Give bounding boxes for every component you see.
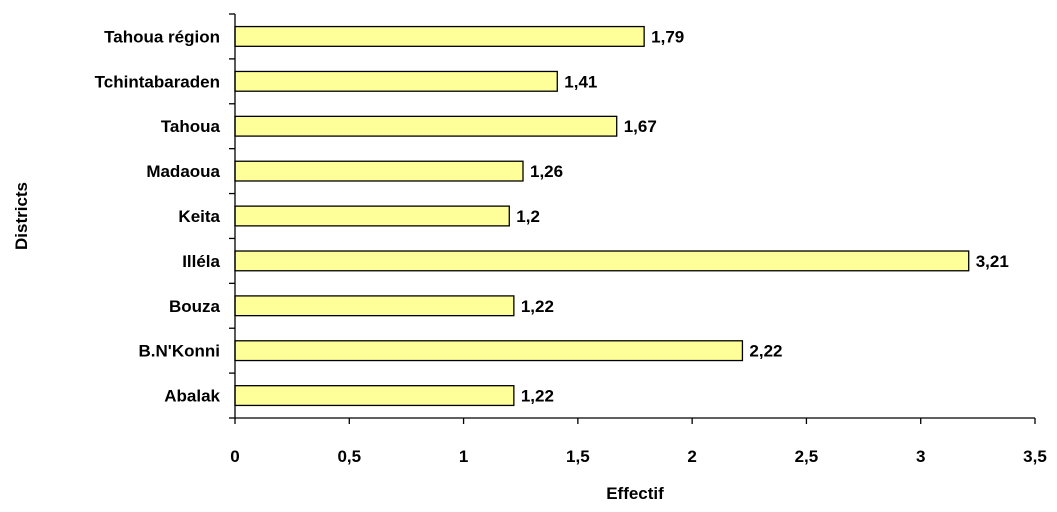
data-label: 1,22 (521, 387, 554, 406)
y-tick-label: Tahoua (161, 117, 221, 136)
y-tick-label: Madaoua (146, 162, 220, 181)
data-label: 1,67 (624, 117, 657, 136)
y-tick-label: Illéla (182, 252, 220, 271)
x-tick-label: 0 (230, 447, 239, 466)
x-tick-label: 1,5 (566, 447, 590, 466)
x-tick-label: 3 (916, 447, 925, 466)
data-label: 1,2 (516, 207, 540, 226)
bar-tahoua (234, 115, 618, 137)
y-tick-label: Abalak (164, 387, 220, 406)
data-label: 1,26 (530, 162, 563, 181)
data-label: 3,21 (976, 252, 1009, 271)
y-axis: Abalak B.N'Konni Bouza Illéla Keita Madaoua Ta… (95, 13, 236, 419)
x-tick-label: 2,5 (795, 447, 819, 466)
x-tick-label: 2 (687, 447, 696, 466)
bar-b-n-konni (234, 340, 744, 362)
y-tick-label: Bouza (169, 297, 221, 316)
bars-group (234, 25, 970, 407)
y-tick-label: Tchintabaraden (95, 72, 220, 91)
y-tick-label: Keita (178, 207, 220, 226)
y-axis-title: Districts (12, 182, 31, 250)
data-label: 1,79 (651, 27, 684, 46)
bar-ill-la (234, 250, 970, 272)
x-axis: 0 0,5 1 1,5 2 2,5 3 3,5 (230, 417, 1047, 466)
x-tick-label: 3,5 (1023, 447, 1047, 466)
x-tick-label: 1 (459, 447, 468, 466)
data-labels-group: 1,22 2,22 1,22 3,21 1,2 1,26 1,67 1,41 1,79 (516, 27, 1009, 405)
x-axis-title: Effectif (606, 484, 664, 503)
bar-keita (234, 205, 510, 227)
bar-tchintabaraden (234, 70, 558, 92)
data-label: 1,41 (564, 72, 597, 91)
bar-madaoua (234, 160, 524, 182)
bar-tahoua-r-gion (234, 25, 645, 47)
y-tick-label: B.N'Konni (139, 342, 220, 361)
data-label: 1,22 (521, 297, 554, 316)
bar-abalak (234, 385, 515, 407)
x-tick-label: 0,5 (337, 447, 361, 466)
data-label: 2,22 (749, 342, 782, 361)
bar-bouza (234, 295, 515, 317)
y-tick-label: Tahoua région (104, 27, 220, 46)
